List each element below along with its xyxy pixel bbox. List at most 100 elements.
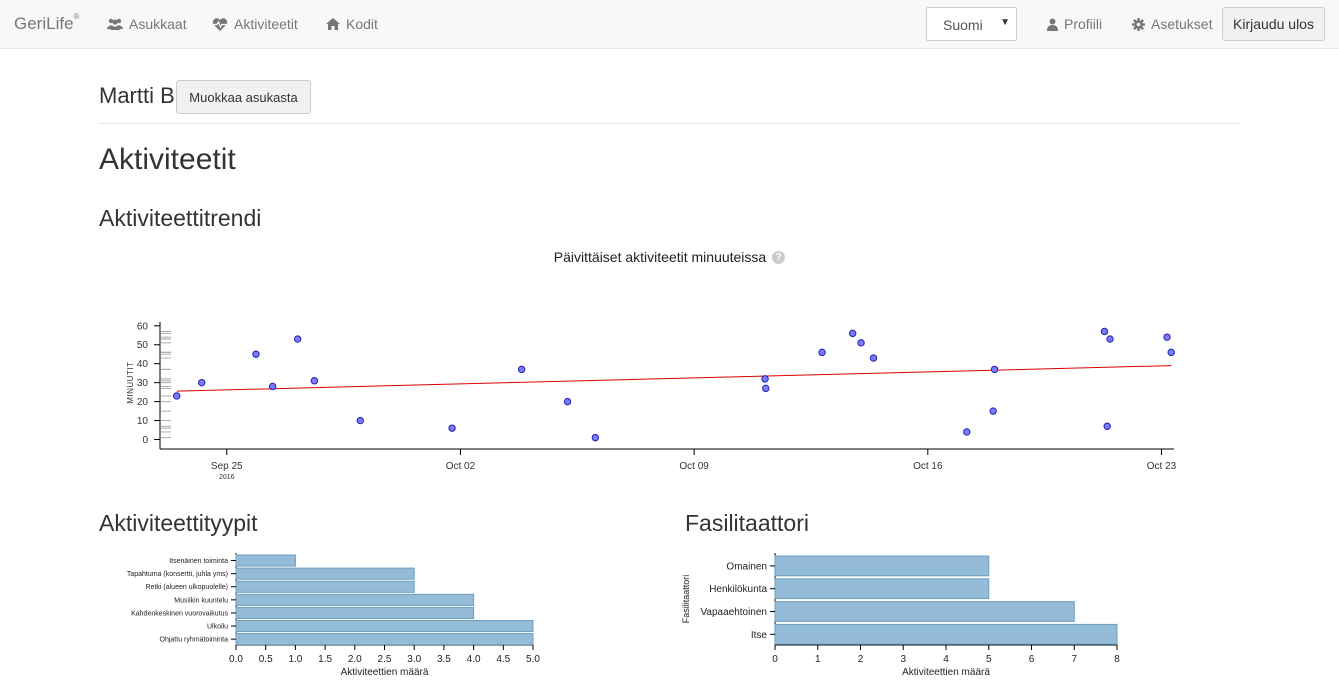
trend-point [517, 365, 526, 374]
trend-chart-title-row: Päivittäiset aktiviteetit minuuteissa ? [0, 249, 1339, 265]
types-bar [235, 620, 534, 633]
trend-point [294, 335, 302, 343]
user-icon [1047, 18, 1058, 31]
trend-y-tick-label: 10 [137, 416, 149, 427]
brand-name: GeriLife [14, 14, 74, 33]
nav-profile[interactable]: Profiili [1047, 16, 1102, 32]
types-x-tick-label: 3.5 [437, 654, 451, 665]
types-bar [235, 580, 415, 593]
trend-point [869, 354, 878, 362]
trend-point [1163, 333, 1171, 341]
facilitator-x-axis-label: Aktiviteettien määrä [902, 667, 990, 678]
trend-point [172, 392, 181, 400]
trend-y-tick-label: 60 [137, 321, 149, 332]
divider [99, 123, 1240, 124]
trend-point [591, 433, 600, 442]
home-icon [326, 18, 340, 30]
types-category-label: Musiikin kuuntelu [174, 597, 228, 604]
nav-homes-label: Kodit [346, 16, 378, 32]
gear-icon [1132, 17, 1145, 31]
trend-point [268, 382, 277, 391]
trend-point [762, 384, 770, 393]
types-x-tick-label: 4.5 [496, 654, 510, 665]
caret-down-icon: ▼ [1000, 17, 1010, 28]
nav-profile-label: Profiili [1064, 16, 1103, 32]
types-x-tick-label: 0.0 [229, 654, 243, 665]
brand-mark: ® [73, 12, 80, 22]
trend-point [1167, 348, 1175, 357]
nav-residents[interactable]: Asukkaat [107, 16, 187, 32]
facilitator-x-tick-label: 7 [1071, 654, 1077, 665]
trend-y-tick-label: 50 [137, 340, 149, 351]
trend-point [563, 397, 572, 406]
trend-x-tick-sublabel: 2016 [219, 474, 235, 481]
trend-x-tick-label: Oct 09 [679, 461, 709, 472]
types-bar [235, 593, 475, 606]
types-category-label: Tapahtuma (konsertti, juhla yms) [127, 571, 228, 578]
facilitator-x-tick-label: 1 [815, 654, 821, 665]
trend-x-tick-label: Oct 02 [446, 461, 476, 472]
facilitator-x-tick-label: 5 [986, 654, 992, 665]
trend-point [198, 378, 206, 387]
facilitator-y-axis-label: Fasilitaattori [681, 575, 691, 624]
navbar: GeriLife® Asukkaat Aktiviteetit Kodit Su… [0, 0, 1339, 49]
trend-heading: Aktiviteettitrendi [99, 205, 262, 231]
types-category-label: Itsenäinen toiminta [169, 558, 228, 565]
types-bar [235, 567, 415, 580]
nav-homes[interactable]: Kodit [326, 16, 378, 32]
edit-resident-button[interactable]: Muokkaa asukasta [176, 80, 311, 114]
trend-point [252, 350, 260, 358]
facilitator-category-label: Itse [751, 630, 768, 641]
trend-point [310, 377, 319, 385]
facilitator-bar [774, 555, 990, 577]
types-x-tick-label: 0.5 [259, 654, 273, 665]
trend-point [1100, 327, 1109, 336]
facilitator-x-tick-label: 2 [858, 654, 864, 665]
types-x-axis-label: Aktiviteettien määrä [341, 667, 429, 678]
facilitator-heading: Fasilitaattori [685, 510, 809, 536]
types-category-label: Retki (alueen ulkopuolelle) [146, 584, 229, 591]
nav-activities-label: Aktiviteetit [234, 16, 298, 32]
trend-point [818, 348, 826, 357]
types-x-tick-label: 3.0 [407, 654, 421, 665]
facilitator-bar [774, 601, 1075, 622]
types-x-tick-label: 5.0 [526, 654, 540, 665]
brand-logo[interactable]: GeriLife® [14, 12, 80, 34]
logout-button[interactable]: Kirjaudu ulos [1222, 7, 1325, 41]
facilitator-x-tick-label: 8 [1114, 654, 1120, 665]
heartbeat-icon [212, 17, 228, 31]
types-x-tick-label: 2.0 [348, 654, 362, 665]
trend-point [989, 407, 997, 415]
activity-types-heading: Aktiviteettityypit [99, 510, 258, 536]
trend-x-tick-label: Sep 25 [211, 461, 243, 472]
types-bar [235, 554, 296, 567]
users-icon [107, 18, 123, 30]
types-x-tick-label: 4.0 [467, 654, 481, 665]
facilitator-x-tick-label: 6 [1029, 654, 1035, 665]
trend-point [448, 424, 456, 432]
nav-residents-label: Asukkaat [129, 16, 187, 32]
trend-y-tick-label: 20 [137, 397, 149, 408]
trend-y-tick-label: 40 [137, 359, 149, 370]
trend-y-tick-label: 0 [142, 435, 148, 446]
trend-point [1106, 335, 1114, 343]
facilitator-x-tick-label: 3 [900, 654, 906, 665]
facilitator-category-label: Vapaaehtoinen [700, 607, 767, 618]
types-bar [235, 606, 475, 620]
types-x-tick-label: 1.5 [318, 654, 332, 665]
types-x-tick-label: 2.5 [378, 654, 392, 665]
trend-chart-title: Päivittäiset aktiviteetit minuuteissa [553, 249, 767, 265]
nav-settings-label: Asetukset [1151, 16, 1213, 32]
trend-point [990, 365, 999, 374]
page-title: Aktiviteetit [99, 143, 236, 176]
help-icon[interactable]: ? [772, 250, 786, 264]
facilitator-category-label: Omainen [726, 561, 767, 572]
nav-settings[interactable]: Asetukset [1132, 16, 1212, 32]
trend-x-tick-label: Oct 23 [1147, 461, 1177, 472]
trend-point [1103, 422, 1111, 430]
nav-activities[interactable]: Aktiviteetit [212, 16, 298, 32]
language-select[interactable]: Suomi ▼ [926, 7, 1017, 41]
facilitator-bar [774, 578, 990, 600]
types-category-label: Kahdenkeskinen vuorovaikutus [131, 610, 228, 617]
trend-y-axis-label: MINUUTIT [126, 362, 135, 404]
